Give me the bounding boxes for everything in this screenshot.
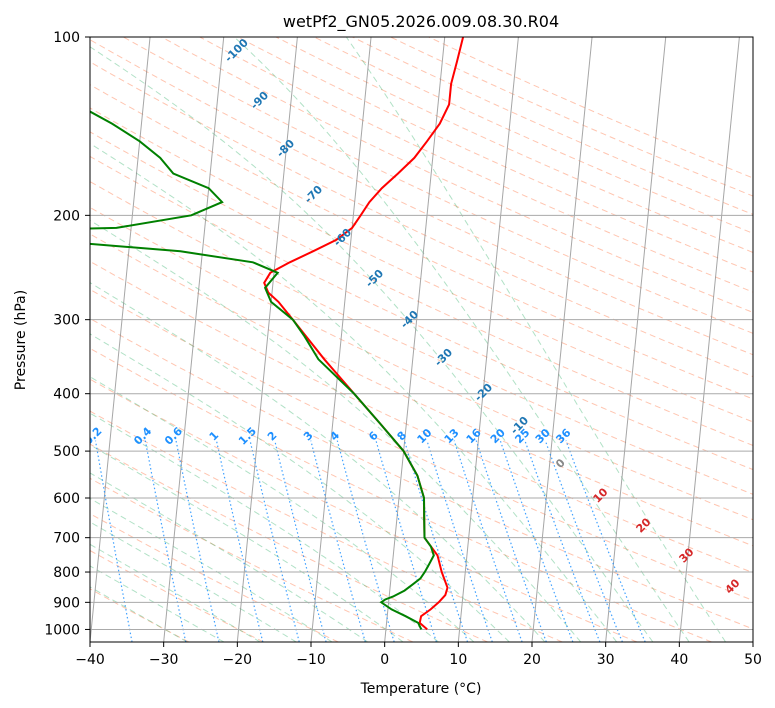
- dry-adiabat: [90, 61, 753, 378]
- mixing-ratio-line: [475, 440, 547, 642]
- moist-adiabat: [90, 282, 546, 642]
- dry-adiabat: [161, 37, 753, 313]
- dry-adiabat: [90, 378, 638, 642]
- mixing-ratio-line: [565, 440, 646, 642]
- x-tick-label: 50: [744, 652, 762, 668]
- moist-adiabat: [345, 37, 727, 642]
- dry-adiabat: [90, 443, 488, 642]
- y-tick-label: 1000: [44, 622, 80, 638]
- temperature-line: [263, 37, 465, 631]
- isotherm: [163, 37, 225, 642]
- isotherm: [0, 37, 3, 642]
- plot-background: [90, 37, 753, 642]
- mixing-ratio-line: [215, 440, 264, 642]
- x-tick-label: 10: [449, 652, 467, 668]
- dry-adiabat: [90, 317, 753, 630]
- isotherm: [678, 37, 740, 642]
- y-tick-label: 900: [53, 595, 80, 611]
- moist-adiabat: [90, 333, 510, 642]
- sounding-profiles: [90, 37, 465, 631]
- x-axis-ticks: −40 −30 −20 −10 0 10 20 30 40 50: [75, 642, 762, 668]
- mixing-ratio-line: [310, 440, 366, 642]
- dry-adiabat: [199, 37, 753, 293]
- y-tick-label: 200: [53, 208, 80, 224]
- isotherm: [531, 37, 593, 642]
- mixing-ratio-line: [144, 440, 187, 642]
- dry-adiabat: [90, 410, 563, 642]
- mixing-ratio-line: [249, 440, 300, 642]
- pressure-gridlines: [90, 37, 753, 630]
- y-tick-label: 100: [53, 30, 80, 46]
- moist-adiabat: [90, 376, 475, 642]
- background-lines: [0, 37, 753, 642]
- x-tick-label: 40: [670, 652, 688, 668]
- dry-adiabat: [90, 39, 753, 356]
- dry-adiabat: [90, 513, 339, 642]
- dry-adiabat: [90, 107, 753, 423]
- x-axis-title: Temperature (°C): [360, 681, 482, 697]
- y-tick-label: 400: [53, 387, 80, 403]
- mixing-ratio-line: [375, 440, 437, 642]
- dry-adiabat: [90, 233, 753, 547]
- isotherm: [605, 37, 667, 642]
- mixing-ratio-line: [175, 440, 220, 642]
- moist-adiabat: [90, 586, 188, 642]
- y-tick-label: 800: [53, 565, 80, 581]
- y-tick-label: 600: [53, 491, 80, 507]
- y-axis-title: Pressure (hPa): [13, 290, 29, 390]
- mixing-ratio-line: [274, 440, 327, 642]
- moist-adiabat: [90, 46, 654, 642]
- dry-adiabat: [90, 206, 753, 521]
- isotherm: [236, 37, 298, 642]
- x-tick-label: 0: [380, 652, 389, 668]
- isotherm: [752, 636, 753, 642]
- y-tick-label: 500: [53, 444, 80, 460]
- y-tick-label: 700: [53, 531, 80, 547]
- moist-adiabat: [90, 412, 439, 642]
- y-axis-ticks: 100 200 300 400 500 600 700 800 900 1000: [44, 30, 90, 638]
- dry-adiabat: [90, 347, 712, 642]
- isotherm: [457, 37, 519, 642]
- isotherm: [310, 37, 372, 642]
- x-tick-label: −40: [75, 652, 105, 668]
- moist-adiabat: [90, 543, 261, 642]
- dry-adiabat: [90, 131, 753, 447]
- moist-adiabat: [90, 521, 297, 642]
- mixing-ratio-line: [336, 440, 395, 642]
- mixing-ratio-line: [94, 440, 133, 642]
- plot-frame: [89, 36, 754, 643]
- moist-adiabat: [90, 444, 404, 642]
- x-tick-label: −20: [223, 652, 253, 668]
- y-tick-label: 300: [53, 313, 80, 329]
- x-tick-label: 30: [597, 652, 615, 668]
- chart-title: wetPf2_GN05.2026.009.08.30.R04: [283, 12, 559, 32]
- dry-adiabat: [90, 549, 264, 642]
- moist-adiabat: [90, 219, 582, 642]
- moist-adiabat: [233, 37, 690, 642]
- isotherm: [384, 37, 446, 642]
- dry-adiabat: [90, 181, 753, 495]
- moist-adiabat: [90, 565, 225, 642]
- x-tick-label: 20: [523, 652, 541, 668]
- x-tick-label: −30: [149, 652, 179, 668]
- mixing-ratio-line: [499, 440, 574, 642]
- x-tick-label: −10: [296, 652, 326, 668]
- dewpoint-line: [90, 110, 435, 630]
- isotherm: [90, 37, 151, 642]
